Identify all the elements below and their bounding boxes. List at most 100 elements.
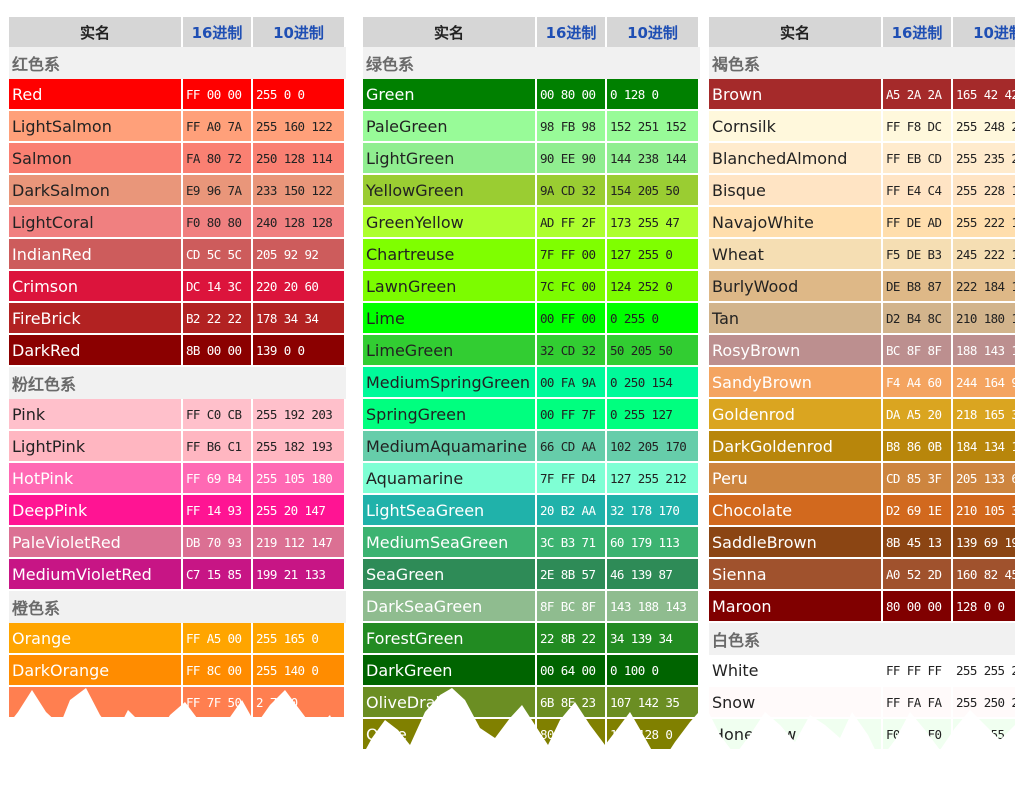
- color-row: Brown A5 2A 2A 165 42 42: [709, 79, 1015, 111]
- hex-value: 90 EE 90: [537, 143, 605, 175]
- color-row: OliveDrab 6B 8E 23 107 142 35: [363, 687, 700, 719]
- color-name: LightSeaGreen: [363, 495, 535, 527]
- decimal-value: 255 250 250: [953, 687, 1015, 719]
- section-title: 白色系: [709, 623, 1015, 655]
- decimal-value: 127 255 0: [607, 239, 698, 271]
- hex-value: 80 80 00: [537, 719, 605, 751]
- decimal-value: 184 134 11: [953, 431, 1015, 463]
- hex-value: F5 DE B3: [883, 239, 951, 271]
- color-name: DarkRed: [9, 335, 181, 367]
- color-name: Goldenrod: [709, 399, 881, 431]
- color-row: LimeGreen 32 CD 32 50 205 50: [363, 335, 700, 367]
- decimal-value: 0 255 127: [607, 399, 698, 431]
- color-row: Sienna A0 52 2D 160 82 45: [709, 559, 1015, 591]
- decimal-value: 205 92 92: [253, 239, 344, 271]
- hex-value: FF 69 B4: [183, 463, 251, 495]
- color-name: FireBrick: [9, 303, 181, 335]
- color-name: SandyBrown: [709, 367, 881, 399]
- hex-value: F0 80 80: [183, 207, 251, 239]
- color-name: Green: [363, 79, 535, 111]
- decimal-value: 139 0 0: [253, 335, 344, 367]
- hex-value: C7 15 85: [183, 559, 251, 591]
- color-name: ForestGreen: [363, 623, 535, 655]
- decimal-value: 205 133 63: [953, 463, 1015, 495]
- color-name: LightSalmon: [9, 111, 181, 143]
- decimal-value: 222 184 135: [953, 271, 1015, 303]
- color-row: DarkGreen 00 64 00 0 100 0: [363, 655, 700, 687]
- color-name: SaddleBrown: [709, 527, 881, 559]
- hex-value: DE B8 87: [883, 271, 951, 303]
- color-row: IndianRed CD 5C 5C 205 92 92: [9, 239, 346, 271]
- header-hex: 16进制: [537, 17, 605, 47]
- decimal-value: 255 182 193: [253, 431, 344, 463]
- color-name: Tan: [709, 303, 881, 335]
- header-hex: 16进制: [183, 17, 251, 47]
- decimal-value: 128 0 0: [953, 591, 1015, 623]
- color-name: Pink: [9, 399, 181, 431]
- decimal-value: 240 255 240: [953, 719, 1015, 751]
- color-name: RosyBrown: [709, 335, 881, 367]
- color-row: Green 00 80 00 0 128 0: [363, 79, 700, 111]
- decimal-value: 255 160 122: [253, 111, 344, 143]
- hex-value: DA A5 20: [883, 399, 951, 431]
- decimal-value: 178 34 34: [253, 303, 344, 335]
- section-title: 红色系: [9, 47, 346, 79]
- hex-value: CD 5C 5C: [183, 239, 251, 271]
- decimal-value: 255 20 147: [253, 495, 344, 527]
- color-row: MediumAquamarine 66 CD AA 102 205 170: [363, 431, 700, 463]
- hex-value: FF A0 7A: [183, 111, 251, 143]
- table-header: 实名 16进制 10进制: [709, 17, 1015, 47]
- color-name: [9, 687, 181, 719]
- decimal-value: 245 222 179: [953, 239, 1015, 271]
- hex-value: FF EB CD: [883, 143, 951, 175]
- hex-value: F0 FF F0: [883, 719, 951, 751]
- hex-value: FF B6 C1: [183, 431, 251, 463]
- color-name: Red: [9, 79, 181, 111]
- color-name: Peru: [709, 463, 881, 495]
- decimal-value: 60 179 113: [607, 527, 698, 559]
- color-row: Aquamarine 7F FF D4 127 255 212: [363, 463, 700, 495]
- hex-value: FF FA FA: [883, 687, 951, 719]
- decimal-value: 107 142 35: [607, 687, 698, 719]
- header-hex: 16进制: [883, 17, 951, 47]
- decimal-value: 255 105 180: [253, 463, 344, 495]
- decimal-value: 32 178 170: [607, 495, 698, 527]
- hex-value: 7F FF D4: [537, 463, 605, 495]
- hex-value: DB 70 93: [183, 527, 251, 559]
- hex-value: 22 8B 22: [537, 623, 605, 655]
- hex-value: 6B 8E 23: [537, 687, 605, 719]
- color-name: DeepPink: [9, 495, 181, 527]
- color-name: LightCoral: [9, 207, 181, 239]
- color-name: Salmon: [9, 143, 181, 175]
- hex-value: BC 8F 8F: [883, 335, 951, 367]
- decimal-value: 124 252 0: [607, 271, 698, 303]
- color-name: MediumAquamarine: [363, 431, 535, 463]
- decimal-value: 102 205 170: [607, 431, 698, 463]
- color-name: Aquamarine: [363, 463, 535, 495]
- color-row: LightSeaGreen 20 B2 AA 32 178 170: [363, 495, 700, 527]
- hex-value: FF DE AD: [883, 207, 951, 239]
- color-name: Cornsilk: [709, 111, 881, 143]
- hex-value: 80 00 00: [883, 591, 951, 623]
- section-title: 粉红色系: [9, 367, 346, 399]
- decimal-value: 210 180 140: [953, 303, 1015, 335]
- color-name: DarkSeaGreen: [363, 591, 535, 623]
- decimal-value: 0 255 0: [607, 303, 698, 335]
- color-name: MediumSeaGreen: [363, 527, 535, 559]
- color-row: SaddleBrown 8B 45 13 139 69 19: [709, 527, 1015, 559]
- color-row: Salmon FA 80 72 250 128 114: [9, 143, 346, 175]
- table-header: 实名 16进制 10进制: [9, 17, 346, 47]
- decimal-value: 255 255 255: [953, 655, 1015, 687]
